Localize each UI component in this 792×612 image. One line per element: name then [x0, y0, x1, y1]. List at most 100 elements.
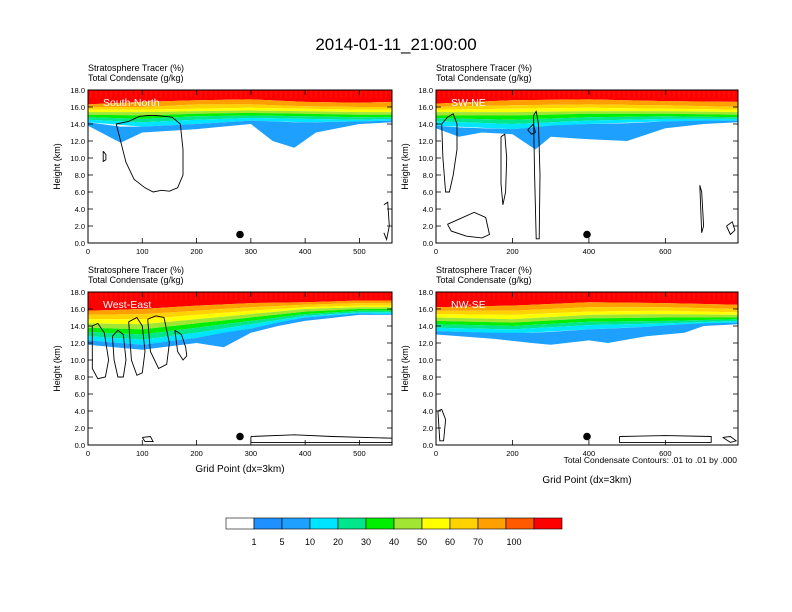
x-tick-label: 0 [86, 247, 90, 256]
condensate-contour [383, 201, 390, 242]
condensate-contour [128, 316, 146, 376]
tracer-band-5 [436, 120, 738, 150]
colorbar-label: 70 [473, 537, 483, 547]
tracer-texture [438, 292, 735, 300]
panel-title-line1: Stratosphere Tracer (%) [436, 63, 532, 73]
y-tick-label: 14.0 [418, 322, 433, 331]
y-axis-label: Height (km) [52, 143, 62, 190]
tracer-band-60 [88, 303, 392, 320]
y-tick-label: 6.0 [75, 188, 85, 197]
colorbar-swatch [281, 517, 311, 530]
y-tick-label: 18.0 [418, 288, 433, 297]
y-tick-label: 12.0 [418, 339, 433, 348]
y-tick-label: 2.0 [423, 424, 433, 433]
tracer-band-10 [436, 118, 738, 130]
tracer-band-60 [436, 104, 738, 110]
x-tick-label: 200 [506, 247, 519, 256]
location-marker [236, 432, 244, 441]
condensate-contour [619, 435, 712, 443]
colorbar: 1 5 10 20 30 40 50 60 70 100 [225, 517, 563, 547]
colorbar-label: 50 [417, 537, 427, 547]
panel-title-line1: Stratosphere Tracer (%) [88, 63, 184, 73]
plot-frame [435, 89, 739, 244]
contour-note: Total Condensate Contours: .01 to .01 by… [564, 455, 738, 465]
colorbar-label: 20 [333, 537, 343, 547]
condensate-contour [102, 150, 107, 163]
y-tick-label: 16.0 [70, 305, 85, 314]
colorbar-label: 1 [251, 537, 256, 547]
tracer-band-50 [88, 107, 392, 113]
condensate-contour [147, 315, 170, 370]
condensate-contour [141, 436, 154, 443]
tracer-band-100 [436, 90, 738, 104]
y-tick-label: 18.0 [70, 86, 85, 95]
tracer-band-10 [88, 312, 392, 345]
plot-area [88, 90, 392, 242]
y-tick-label: 14.0 [418, 120, 433, 129]
x-tick-label: 500 [353, 449, 366, 458]
y-axis-label: Height (km) [400, 143, 410, 190]
y-tick-label: 6.0 [423, 390, 433, 399]
colorbar-label: 5 [279, 537, 284, 547]
panel-title-line2: Total Condensate (g/kg) [88, 73, 184, 83]
y-tick-label: 6.0 [75, 390, 85, 399]
colorbar-swatch [393, 517, 423, 530]
x-tick-label: 400 [583, 449, 596, 458]
colorbar-swatch [449, 517, 479, 530]
plot-frame [435, 291, 739, 446]
y-tick-label: 6.0 [423, 188, 433, 197]
panel-label: NW-SE [451, 299, 486, 311]
panel-label: South-North [103, 97, 160, 109]
tracer-band-50 [436, 107, 738, 113]
condensate-contour [699, 185, 705, 233]
y-axis-label: Height (km) [52, 345, 62, 392]
x-tick-label: 0 [434, 247, 438, 256]
y-tick-label: 2.0 [423, 222, 433, 231]
y-tick-label: 18.0 [418, 86, 433, 95]
condensate-contour [111, 329, 127, 378]
figure-title: 2014-01-11_21:00:00 [315, 35, 476, 54]
y-tick-label: 10.0 [70, 154, 85, 163]
y-tick-label: 8.0 [75, 373, 85, 382]
x-tick-label: 500 [353, 247, 366, 256]
x-axis-label: Grid Point (dx=3km) [195, 464, 284, 475]
y-tick-label: 0.0 [423, 441, 433, 450]
colorbar-swatch [225, 517, 255, 530]
y-tick-label: 10.0 [418, 154, 433, 163]
y-tick-label: 14.0 [70, 322, 85, 331]
colorbar-label: 40 [389, 537, 399, 547]
tracer-band-5 [88, 120, 392, 148]
tracer-band-40 [88, 110, 392, 116]
condensate-contour [500, 133, 508, 205]
condensate-contour [441, 113, 458, 193]
condensate-contour [250, 434, 392, 443]
panel-south-north: South-North Stratosphere Tracer (%)Total … [52, 63, 393, 256]
y-tick-label: 12.0 [418, 137, 433, 146]
x-tick-label: 400 [583, 247, 596, 256]
plot-area [436, 292, 738, 443]
x-tick-label: 400 [299, 247, 312, 256]
location-marker [236, 230, 244, 239]
tracer-band-30 [88, 309, 392, 335]
colorbar-swatch [533, 517, 563, 530]
y-tick-label: 16.0 [418, 305, 433, 314]
panel-label: SW-NE [451, 97, 486, 109]
condensate-contour [447, 211, 491, 239]
panel-title-line1: Stratosphere Tracer (%) [88, 265, 184, 275]
tracer-band-40 [436, 111, 738, 116]
y-tick-label: 10.0 [418, 356, 433, 365]
tracer-band-70 [436, 302, 738, 311]
colorbar-label: 30 [361, 537, 371, 547]
tracer-band-5 [88, 313, 392, 350]
tracer-texture [90, 90, 392, 98]
tracer-band-100 [88, 90, 392, 105]
y-tick-label: 12.0 [70, 137, 85, 146]
y-tick-label: 4.0 [423, 407, 433, 416]
tracer-band-30 [88, 112, 392, 119]
x-tick-label: 200 [190, 449, 203, 458]
y-tick-label: 10.0 [70, 356, 85, 365]
colorbar-label: 100 [506, 537, 521, 547]
